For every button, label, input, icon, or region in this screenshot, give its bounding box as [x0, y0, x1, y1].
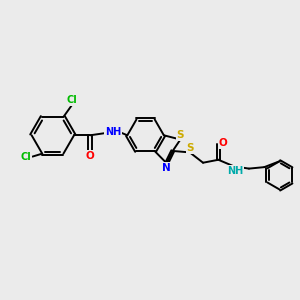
Text: Cl: Cl	[20, 152, 31, 162]
Text: N: N	[162, 163, 170, 173]
Text: S: S	[187, 143, 194, 153]
Text: NH: NH	[227, 166, 243, 176]
Text: NH: NH	[105, 127, 121, 137]
Text: O: O	[219, 138, 227, 148]
Text: O: O	[86, 151, 94, 160]
Text: S: S	[177, 130, 184, 140]
Text: Cl: Cl	[67, 95, 78, 105]
